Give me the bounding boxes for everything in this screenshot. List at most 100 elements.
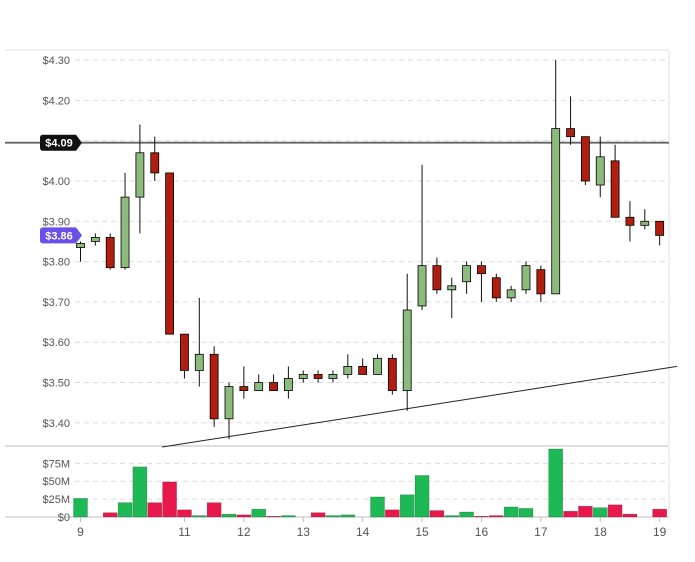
volume-tick-label: $25M xyxy=(42,494,70,506)
volume-bar xyxy=(399,494,415,518)
price-tick-label: $3.40 xyxy=(42,418,70,430)
price-badges: $4.09 $3.86 xyxy=(40,134,82,244)
candle-body xyxy=(462,265,472,283)
candle xyxy=(269,374,278,391)
horizontal-line-badge[interactable]: $4.09 xyxy=(40,134,82,151)
candle xyxy=(298,370,308,383)
candle-body xyxy=(298,374,308,379)
x-tick-label: 19 xyxy=(653,525,667,539)
candle-body xyxy=(269,382,278,391)
price-tick-label: $3.60 xyxy=(42,337,70,349)
candle xyxy=(595,136,605,198)
candle-body xyxy=(447,285,457,291)
volume-bar xyxy=(563,511,578,518)
candle xyxy=(194,297,204,387)
volume-bar xyxy=(147,502,162,518)
candle xyxy=(417,164,427,310)
volume-bar xyxy=(132,466,148,518)
volume-bars-layer xyxy=(73,448,667,518)
volume-bar xyxy=(221,513,237,518)
candle xyxy=(239,366,249,399)
candle xyxy=(506,285,516,302)
volume-bar xyxy=(459,511,474,518)
volume-bar xyxy=(489,515,504,518)
volume-bar xyxy=(206,502,222,518)
x-tick-label: 9 xyxy=(77,525,84,539)
x-tick-label: 14 xyxy=(356,525,370,539)
candle-body xyxy=(313,374,323,379)
candle xyxy=(521,261,531,294)
candle-body xyxy=(551,128,561,295)
candle xyxy=(610,144,620,218)
last-price-badge[interactable]: $3.86 xyxy=(40,227,82,244)
candle-body xyxy=(90,237,100,242)
candle xyxy=(313,370,323,383)
candle-body xyxy=(165,172,175,335)
volume-axis-labels: $75M $50M $25M $0 xyxy=(42,458,70,524)
candle xyxy=(209,346,219,427)
candle xyxy=(640,209,650,230)
price-tick-label: $3.90 xyxy=(42,216,70,228)
volume-bar xyxy=(652,508,667,518)
candle-body xyxy=(343,366,353,375)
candle-body xyxy=(254,382,264,391)
volume-bar xyxy=(102,512,118,518)
candle xyxy=(402,273,412,411)
candle-body xyxy=(180,333,189,371)
price-tick-label: $4.20 xyxy=(42,95,70,107)
candle-body xyxy=(581,136,590,182)
candle-body xyxy=(655,220,665,236)
candle-body xyxy=(76,243,85,248)
candle xyxy=(343,354,353,379)
last-price-badge-label: $3.86 xyxy=(45,230,73,242)
trendline[interactable] xyxy=(162,365,678,448)
volume-bar xyxy=(281,515,296,518)
x-tick-label: 16 xyxy=(475,525,489,539)
volume-bar xyxy=(385,509,400,518)
candle xyxy=(90,233,100,246)
volume-bar xyxy=(370,496,385,518)
price-axis-labels: $4.30$4.20$4.10$4.00$3.90$3.80$3.70$3.60… xyxy=(42,55,70,430)
candle-body xyxy=(194,353,204,371)
last-price-badge-shape xyxy=(40,227,82,244)
horizontal-line-badge-shape xyxy=(40,134,82,151)
price-tick-label: $4.30 xyxy=(42,55,70,67)
candle-body xyxy=(625,216,635,226)
candle-body xyxy=(521,265,531,291)
volume-bar xyxy=(266,516,281,518)
price-grid xyxy=(75,59,669,424)
candle-body xyxy=(239,386,249,391)
candle xyxy=(447,277,457,319)
candle-body xyxy=(595,156,605,186)
volume-bar xyxy=(310,512,326,518)
x-tick-label: 13 xyxy=(297,525,311,539)
price-tick-label: $4.00 xyxy=(42,176,70,188)
candle-body xyxy=(536,269,546,295)
candle xyxy=(387,354,397,395)
volume-bar xyxy=(518,508,534,518)
volume-bar xyxy=(117,502,133,518)
candle xyxy=(432,257,442,294)
volume-bar xyxy=(474,516,489,518)
candle xyxy=(120,172,130,270)
candle-body xyxy=(477,265,486,275)
candle-body xyxy=(328,374,338,379)
candle xyxy=(254,374,264,391)
volume-bar xyxy=(548,448,563,518)
candle xyxy=(283,366,293,399)
x-tick-label: 12 xyxy=(237,525,251,539)
volume-bar xyxy=(162,481,177,518)
candle-body xyxy=(373,357,382,375)
candle xyxy=(76,241,85,262)
candle xyxy=(180,333,189,379)
candle-body xyxy=(209,353,219,420)
candle-body xyxy=(402,309,412,391)
x-tick-label: 15 xyxy=(415,525,429,539)
x-tick-label: 17 xyxy=(534,525,548,539)
candle-body xyxy=(135,152,145,198)
volume-bar xyxy=(73,498,88,518)
volume-tick-label: $0 xyxy=(58,512,70,524)
candle xyxy=(566,96,575,145)
volume-bar xyxy=(414,475,430,518)
